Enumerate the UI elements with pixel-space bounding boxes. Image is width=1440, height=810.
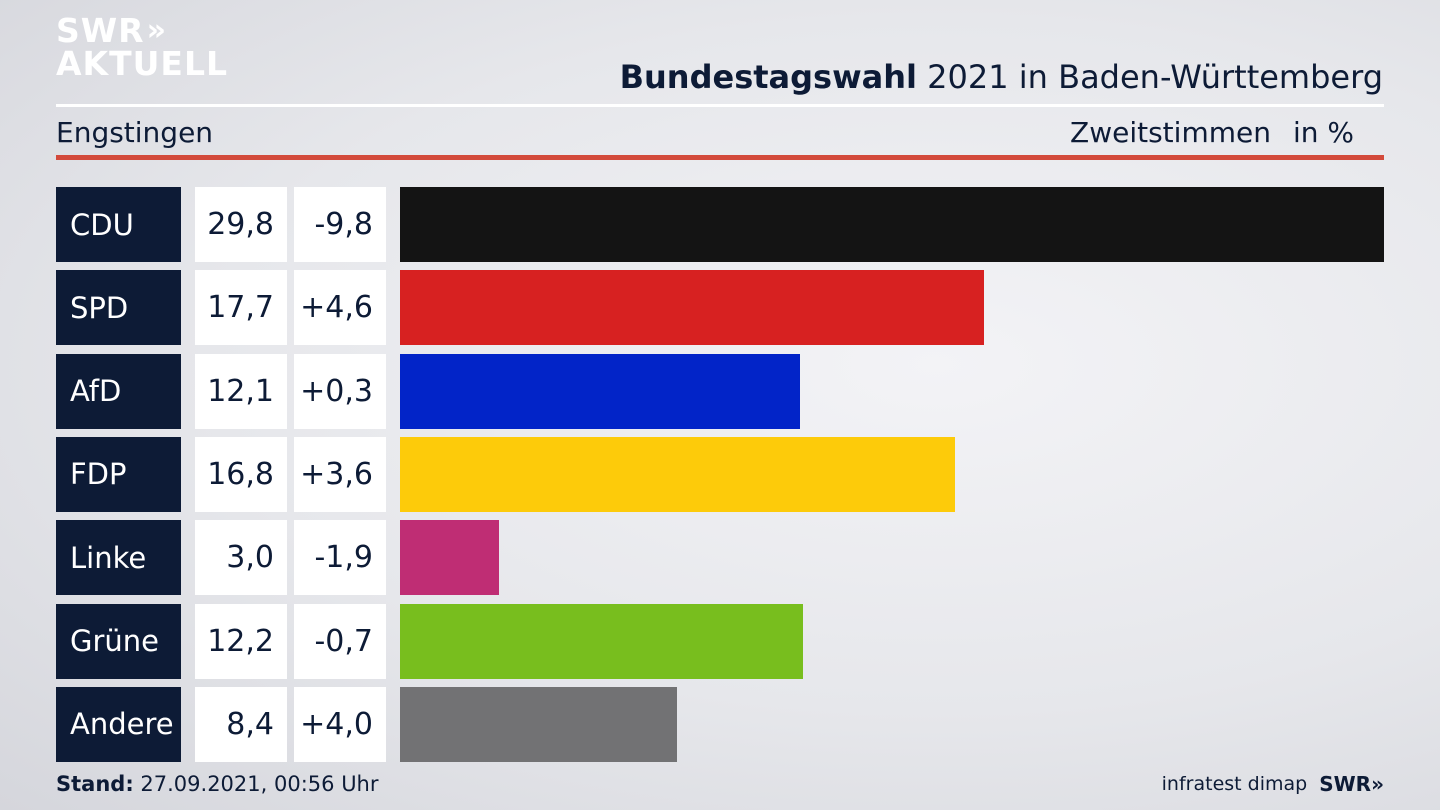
header-divider — [56, 104, 1384, 107]
source-credit: infratest dimap SWR» — [1162, 772, 1384, 796]
bar-grüne — [400, 603, 803, 679]
chart-row-spd: SPD 17,7 +4,6 — [56, 270, 1384, 346]
swr-brand-logo: SWR» — [1319, 772, 1384, 796]
diff-label: -1,9 — [294, 520, 386, 596]
logo-aktuell-text: AKTUELL — [56, 44, 229, 83]
value-label: 8,4 — [195, 686, 287, 762]
region-label: Engstingen — [56, 116, 214, 149]
diff-label: +4,0 — [294, 686, 386, 762]
party-label: Andere — [56, 686, 181, 762]
logo-swr-text: SWR — [56, 11, 145, 50]
diff-label: -0,7 — [294, 603, 386, 679]
value-label: 12,1 — [195, 353, 287, 429]
diff-label: -9,8 — [294, 187, 386, 262]
value-label: 12,2 — [195, 603, 287, 679]
party-label: SPD — [56, 270, 181, 346]
chart-row-afd: AfD 12,1 +0,3 — [56, 353, 1384, 429]
value-label: 29,8 — [195, 187, 287, 262]
chart-subtitle: Zweitstimmen in % — [1070, 116, 1354, 149]
bar-afd — [400, 353, 800, 429]
chart-title: Bundestagswahl 2021 in Baden-Württemberg — [620, 58, 1383, 96]
bar-andere — [400, 686, 677, 762]
timestamp: Stand: 27.09.2021, 00:56 Uhr — [56, 772, 379, 796]
chart-row-cdu: CDU 29,8 -9,8 — [56, 187, 1384, 262]
title-rest: 2021 in Baden-Württemberg — [927, 58, 1383, 96]
diff-label: +4,6 — [294, 270, 386, 346]
party-label: FDP — [56, 436, 181, 512]
party-label: CDU — [56, 187, 181, 262]
value-label: 17,7 — [195, 270, 287, 346]
unit-label: in % — [1292, 116, 1354, 149]
bar-spd — [400, 270, 984, 346]
chart-row-fdp: FDP 16,8 +3,6 — [56, 436, 1384, 512]
party-label: AfD — [56, 353, 181, 429]
subtitle-label: Zweitstimmen — [1070, 116, 1271, 149]
timestamp-value: 27.09.2021, 00:56 Uhr — [140, 772, 379, 796]
value-label: 3,0 — [195, 520, 287, 596]
party-label: Linke — [56, 520, 181, 596]
chart-row-linke: Linke 3,0 -1,9 — [56, 520, 1384, 596]
chart-row-andere: Andere 8,4 +4,0 — [56, 686, 1384, 762]
swr-aktuell-logo: SWR» AKTUELL — [56, 14, 228, 80]
bar-cdu — [400, 187, 1384, 262]
bar-linke — [400, 520, 499, 596]
timestamp-label: Stand: — [56, 772, 134, 796]
diff-label: +3,6 — [294, 436, 386, 512]
diff-label: +0,3 — [294, 353, 386, 429]
source-name: infratest dimap — [1161, 773, 1308, 795]
accent-divider — [56, 155, 1384, 160]
title-bold: Bundestagswahl — [619, 58, 917, 96]
logo-chevron-icon: » — [146, 12, 166, 48]
party-label: Grüne — [56, 603, 181, 679]
value-label: 16,8 — [195, 436, 287, 512]
chart-row-grüne: Grüne 12,2 -0,7 — [56, 603, 1384, 679]
bar-fdp — [400, 436, 955, 512]
